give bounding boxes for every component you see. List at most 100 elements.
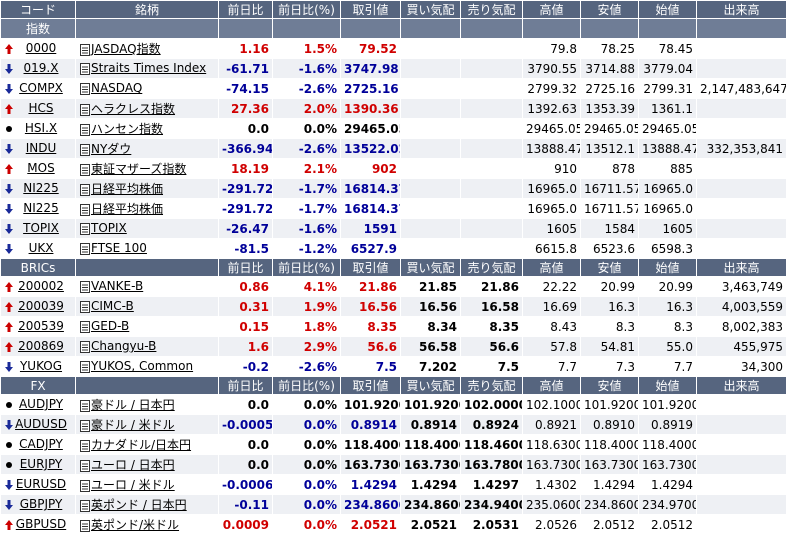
high-cell: 57.8 (522, 336, 581, 357)
volume-cell (696, 238, 786, 259)
code-link[interactable]: HSI.X (24, 121, 58, 136)
doc-icon (80, 360, 90, 373)
name-link[interactable]: Changyu-B (91, 339, 157, 354)
code-cell: HSI.X (0, 118, 76, 139)
section-title: BRICs (0, 258, 76, 277)
name-link[interactable]: VANKE-B (91, 279, 144, 294)
ask-cell (460, 58, 523, 79)
name-cell: ヘラクレス指数 (75, 98, 219, 119)
bid-cell (400, 238, 461, 259)
low-cell: 234.8600 (580, 494, 639, 515)
name-link[interactable]: NYダウ (91, 142, 132, 156)
open-cell: 2799.31 (638, 78, 697, 99)
low-cell: 0.8910 (580, 414, 639, 435)
name-link[interactable]: CIMC-B (91, 299, 134, 314)
name-cell: ユーロ / 米ドル (75, 474, 219, 495)
name-cell: 豪ドル / 日本円 (75, 394, 219, 415)
name-link[interactable]: 豪ドル / 日本円 (91, 398, 175, 412)
name-cell: TOPIX (75, 218, 219, 239)
column-header (218, 18, 273, 39)
code-link[interactable]: UKX (28, 241, 54, 256)
column-header (400, 18, 461, 39)
pct-cell: 1.9% (272, 296, 341, 317)
name-cell: Straits Times Index (75, 58, 219, 79)
low-cell: 2725.16 (580, 78, 639, 99)
price-cell: 101.9200 (340, 394, 401, 415)
name-cell: ハンセン指数 (75, 118, 219, 139)
header-row: コード 銘柄 前日比 前日比(%) 取引値 買い気配 売り気配 高値 安値 始値 出来高 (0, 0, 786, 19)
doc-icon (80, 163, 90, 176)
code-cell: EURJPY (0, 454, 76, 475)
ask-cell: 118.4600 (460, 434, 523, 455)
volume-cell (696, 474, 786, 495)
name-link[interactable]: ユーロ / 日本円 (91, 458, 175, 472)
volume-cell (696, 38, 786, 59)
code-link[interactable]: EURUSD (15, 477, 67, 492)
name-link[interactable]: JASDAQ指数 (91, 42, 161, 56)
code-link[interactable]: 200039 (18, 299, 64, 314)
code-link[interactable]: 200539 (18, 319, 64, 334)
code-link[interactable]: CADJPY (19, 437, 63, 452)
price-cell: 1591 (340, 218, 401, 239)
quote-row: 200869 Changyu-B 1.6 2.9% 56.6 56.58 56.6 57.8 5… (0, 336, 786, 357)
ask-cell: 0.8924 (460, 414, 523, 435)
code-link[interactable]: 019.X (23, 61, 59, 76)
code-link[interactable]: AUDUSD (15, 417, 67, 432)
name-link[interactable]: ヘラクレス指数 (91, 102, 176, 116)
bid-cell: 7.202 (400, 356, 461, 377)
name-link[interactable]: FTSE 100 (91, 241, 147, 256)
trend-icon (5, 361, 13, 372)
column-header (75, 258, 219, 277)
name-link[interactable]: 英ポンド / 日本円 (91, 498, 187, 512)
code-link[interactable]: 0000 (25, 41, 57, 56)
code-link[interactable]: MOS (27, 161, 55, 176)
quote-row: NI225日経平均株価-291.72-1.7%16814.3716965.016… (0, 178, 786, 199)
name-link[interactable]: ハンセン指数 (91, 122, 164, 136)
bid-cell (400, 158, 461, 179)
code-cell: 0000 (0, 38, 76, 59)
doc-icon (80, 499, 90, 512)
name-link[interactable]: Straits Times Index (91, 61, 207, 76)
code-link[interactable]: 200002 (18, 279, 64, 294)
code-link[interactable]: YUKOG (19, 359, 63, 374)
name-link[interactable]: TOPIX (91, 221, 127, 236)
change-cell: -0.0006 (218, 474, 273, 495)
pct-cell: 0.0% (272, 394, 341, 415)
section-title: 指数 (0, 18, 76, 39)
doc-icon (80, 203, 90, 216)
change-cell: 0.0 (218, 454, 273, 475)
code-link[interactable]: HCS (28, 101, 54, 116)
code-link[interactable]: NI225 (23, 181, 59, 196)
ask-cell: 102.0000 (460, 394, 523, 415)
code-link[interactable]: GBPUSD (15, 517, 67, 532)
name-link[interactable]: 日経平均株価 (91, 182, 164, 196)
code-link[interactable]: AUDJPY (18, 397, 64, 412)
name-link[interactable]: 英ポンド/米ドル (91, 518, 180, 532)
name-link[interactable]: 東証マザーズ指数 (91, 162, 187, 176)
code-link[interactable]: TOPIX (23, 221, 59, 236)
open-cell: 1605 (638, 218, 697, 239)
name-link[interactable]: カナダドル/日本円 (91, 438, 192, 452)
name-cell: YUKOS, Common (75, 356, 219, 377)
name-link[interactable]: 日経平均株価 (91, 202, 164, 216)
low-cell: 78.25 (580, 38, 639, 59)
column-header: 取引値 (340, 376, 401, 395)
price-cell: 2725.16 (340, 78, 401, 99)
code-link[interactable]: INDU (25, 141, 57, 156)
change-cell: 27.36 (218, 98, 273, 119)
name-link[interactable]: ユーロ / 米ドル (91, 478, 175, 492)
quote-row: GBPUSD 英ポンド/米ドル 0.0009 0.0% 2.0521 2.0521 2.05… (0, 514, 786, 535)
low-cell: 1353.39 (580, 98, 639, 119)
low-cell: 2.0512 (580, 514, 639, 535)
code-link[interactable]: NI225 (23, 201, 59, 216)
name-link[interactable]: NASDAQ (91, 81, 143, 96)
name-link[interactable]: YUKOS, Common (91, 359, 194, 374)
code-link[interactable]: EURJPY (19, 457, 63, 472)
code-link[interactable]: COMPX (19, 81, 63, 96)
volume-cell (696, 118, 786, 139)
code-link[interactable]: GBPJPY (19, 497, 63, 512)
name-link[interactable]: GED-B (91, 319, 130, 334)
code-cell: 200539 (0, 316, 76, 337)
code-link[interactable]: 200869 (18, 339, 64, 354)
name-link[interactable]: 豪ドル / 米ドル (91, 418, 175, 432)
